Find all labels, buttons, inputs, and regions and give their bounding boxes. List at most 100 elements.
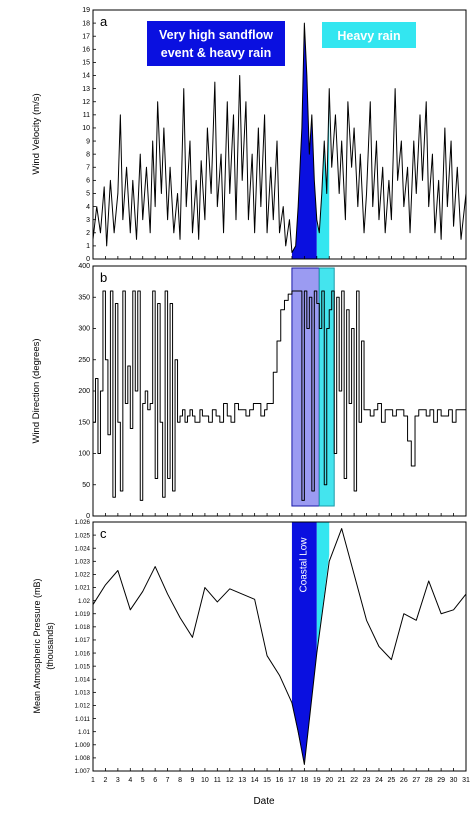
x-tick-label: 1 (91, 777, 95, 784)
data-series-line (93, 290, 467, 501)
y-tick-label: 1.022 (75, 572, 91, 579)
x-tick-label: 20 (325, 777, 333, 784)
x-tick-label: 19 (313, 777, 321, 784)
y-tick-label: 7 (86, 164, 90, 171)
y-tick-label: 1.01 (78, 729, 91, 736)
y-tick-label: 4 (86, 204, 90, 211)
x-tick-label: 6 (153, 777, 157, 784)
coastal-low-label: Coastal Low (298, 537, 309, 593)
y-tick-label: 12 (82, 99, 90, 106)
y-axis-label-units: (thousands) (45, 622, 55, 670)
x-tick-label: 23 (363, 777, 371, 784)
y-tick-label: 13 (82, 86, 90, 93)
x-tick-label: 26 (400, 777, 408, 784)
y-tick-label: 1.012 (75, 703, 91, 710)
y-tick-label: 14 (82, 73, 90, 80)
x-tick-label: 31 (462, 777, 470, 784)
x-tick-label: 22 (350, 777, 358, 784)
coastal-low-shading (291, 522, 317, 765)
panel-letter: c (100, 526, 107, 541)
x-tick-label: 18 (300, 777, 308, 784)
y-tick-label: 350 (78, 294, 90, 301)
y-tick-label: 3 (86, 217, 90, 224)
x-tick-label: 13 (238, 777, 246, 784)
y-tick-label: 6 (86, 178, 90, 185)
y-tick-label: 1.019 (75, 611, 91, 618)
y-tick-label: 1.014 (75, 676, 91, 683)
x-tick-label: 7 (166, 777, 170, 784)
y-tick-label: 10 (82, 125, 90, 132)
x-axis-label: Date (253, 796, 275, 807)
y-tick-label: 1.011 (75, 716, 91, 723)
x-tick-label: 4 (128, 777, 132, 784)
sandflow-event-shading (291, 23, 317, 260)
data-series-line (92, 528, 467, 765)
y-tick-label: 18 (82, 20, 90, 27)
y-tick-label: 5 (86, 191, 90, 198)
x-tick-label: 10 (201, 777, 209, 784)
y-tick-label: 16 (82, 47, 90, 54)
x-tick-label: 29 (437, 777, 445, 784)
y-tick-label: 0 (86, 513, 90, 520)
y-tick-label: 100 (78, 451, 90, 458)
x-tick-label: 16 (276, 777, 284, 784)
y-tick-label: 1.016 (75, 650, 91, 657)
panel-b: 0 50 100 150 200 250 300 350 400 b Wind Direction … (31, 263, 467, 520)
x-tick-label: 25 (388, 777, 396, 784)
y-tick-label: 200 (78, 388, 90, 395)
x-tick-label: 5 (141, 777, 145, 784)
y-tick-label: 1.024 (75, 545, 91, 552)
y-tick-label: 15 (82, 60, 90, 67)
panel-letter: b (100, 270, 107, 285)
y-tick-label: 250 (78, 357, 90, 364)
y-tick-label: 1.013 (75, 690, 91, 697)
x-tick-label: 12 (226, 777, 234, 784)
data-series-line (92, 22, 467, 253)
y-tick-label: 1 (86, 243, 90, 250)
y-tick-label: 9 (86, 138, 90, 145)
y-tick-label: 19 (82, 7, 90, 14)
y-tick-label: 400 (78, 263, 90, 270)
y-tick-label: 300 (78, 326, 90, 333)
plot-frame (92, 265, 467, 517)
y-tick-label: 1.008 (75, 755, 91, 762)
x-tick-label: 17 (288, 777, 296, 784)
y-tick-label: 1.02 (78, 598, 91, 605)
y-tick-label: 1.021 (75, 585, 91, 592)
y-axis-label: Mean Atmospheric Pressure (mB) (32, 578, 42, 713)
sandflow-label-box (147, 21, 285, 66)
panel-letter: a (100, 14, 108, 29)
heavy-rain-shading (316, 522, 330, 654)
panel-c: 1.007 1.008 1.009 1.01 1.011 1.012 1.013 1.014 1… (32, 519, 470, 807)
y-tick-label: 1.023 (75, 559, 91, 566)
plot-frame (92, 521, 467, 772)
y-tick-label: 1.017 (75, 637, 91, 644)
y-tick-label: 2 (86, 230, 90, 237)
x-tick-label: 30 (450, 777, 458, 784)
y-tick-label: 1.009 (75, 742, 91, 749)
x-tick-label: 15 (263, 777, 271, 784)
y-tick-label: 11 (83, 112, 90, 119)
x-tick-label: 8 (178, 777, 182, 784)
y-tick-label: 8 (86, 151, 90, 158)
y-tick-label: 1.007 (75, 768, 91, 775)
heavy-rain-label-box (322, 22, 416, 48)
y-axis-label: Wind Velocity (m/s) (31, 93, 42, 174)
y-tick-label: 1.026 (75, 519, 91, 526)
y-axis-label: Wind Direction (degrees) (31, 338, 42, 443)
sandflow-label: event & heavy rain (161, 46, 271, 60)
y-tick-label: 50 (82, 482, 90, 489)
x-tick-label: 24 (375, 777, 383, 784)
y-tick-label: 150 (78, 419, 90, 426)
sandflow-label: Very high sandflow (159, 28, 273, 42)
y-tick-label: 17 (82, 33, 90, 40)
x-tick-label: 27 (412, 777, 420, 784)
y-tick-label: 1.015 (75, 663, 91, 670)
x-tick-label: 3 (116, 777, 120, 784)
heavy-rain-label: Heavy rain (337, 29, 400, 43)
y-tick-label: 0 (86, 256, 90, 263)
x-tick-label: 28 (425, 777, 433, 784)
x-tick-label: 2 (103, 777, 107, 784)
